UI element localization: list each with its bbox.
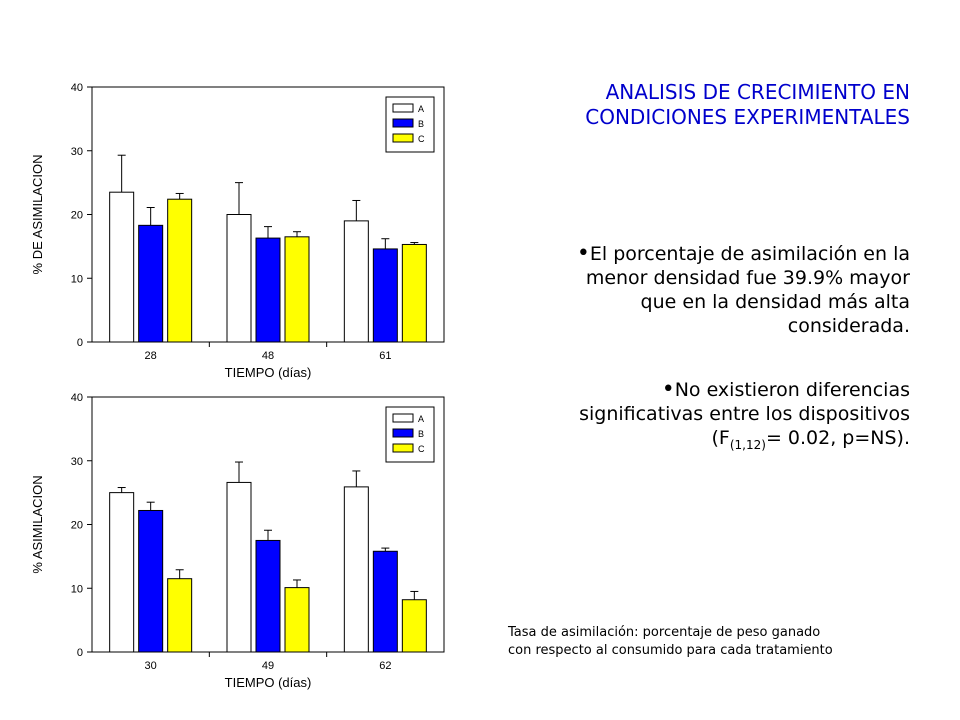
legend-swatch-B xyxy=(392,428,414,438)
bar-A-48 xyxy=(226,214,252,343)
bar-C-48 xyxy=(284,236,310,343)
legend-label-A: A xyxy=(418,414,424,424)
x-axis-title: TIEMPO (días) xyxy=(225,365,312,380)
legend-swatch-A xyxy=(392,103,414,113)
stat-degrees-of-freedom: (1,12) xyxy=(729,437,766,452)
bar-A-30 xyxy=(109,492,135,653)
bar-C-30 xyxy=(167,578,193,653)
bar-B-61 xyxy=(372,248,398,343)
bullet-1-line-2: menor densidad fue 39.9% mayor xyxy=(585,267,910,289)
bullet-dot-icon: • xyxy=(576,241,590,266)
x-tick-label: 30 xyxy=(145,660,157,672)
legend-label-A: A xyxy=(418,104,424,114)
bar-B-30 xyxy=(138,509,164,653)
chart-svg: 0 10 20 30 40 28 48 61 TIEMPO (días) % DE ASIMILA… xyxy=(30,82,445,380)
legend-swatch-C xyxy=(392,133,414,143)
bar-C-28 xyxy=(167,198,193,343)
y-tick-label: 30 xyxy=(71,146,83,158)
x-tick-label: 28 xyxy=(145,350,157,362)
stat-open: (F xyxy=(711,427,730,449)
stat-close: = 0.02, p=NS). xyxy=(765,427,910,449)
y-tick-label: 20 xyxy=(71,520,83,532)
x-tick-label: 62 xyxy=(379,660,391,672)
heading-line-1: ANALISIS DE CRECIMIENTO EN xyxy=(605,80,910,104)
y-axis-title: % DE ASIMILACION xyxy=(30,155,45,275)
bar-A-49 xyxy=(226,481,252,653)
bullet-2-line-1: No existieron diferencias xyxy=(674,379,910,401)
bar-B-48 xyxy=(255,237,281,343)
footnote-line-2: con respecto al consumido para cada trat… xyxy=(508,643,833,658)
bullet-2-line-2: significativas entre los dispositivos xyxy=(579,403,910,425)
legend-swatch-B xyxy=(392,118,414,128)
bar-A-62 xyxy=(343,486,369,653)
y-tick-label: 10 xyxy=(71,273,83,285)
legend-swatch-A xyxy=(392,413,414,423)
legend-label-C: C xyxy=(418,134,425,144)
bar-A-28 xyxy=(109,191,135,343)
bar-B-62 xyxy=(372,550,398,653)
x-tick-label: 49 xyxy=(262,660,274,672)
bar-C-62 xyxy=(401,599,427,653)
y-tick-label: 30 xyxy=(71,456,83,468)
y-axis-title: % ASIMILACION xyxy=(30,475,45,573)
y-tick-label: 0 xyxy=(77,337,83,349)
y-tick-label: 40 xyxy=(71,82,83,94)
bullet-1-line-3: que en la densidad más alta xyxy=(640,291,910,313)
bullet-dot-icon: • xyxy=(661,377,675,402)
y-tick-label: 10 xyxy=(71,583,83,595)
bullet-1-line-4: considerada. xyxy=(787,315,910,337)
slide-heading: ANALISIS DE CRECIMIENTO EN CONDICIONES E… xyxy=(470,80,910,130)
bar-B-49 xyxy=(255,539,281,653)
x-tick-label: 61 xyxy=(379,350,391,362)
bullet-1-line-1: El porcentaje de asimilación en la xyxy=(589,243,910,265)
footnote: Tasa de asimilación: porcentaje de peso … xyxy=(508,624,928,660)
bullet-device-finding: •No existieron diferencias significativa… xyxy=(470,378,910,457)
footnote-line-1: Tasa de asimilación: porcentaje de peso … xyxy=(508,625,821,640)
x-axis-title: TIEMPO (días) xyxy=(225,675,312,690)
legend-swatch-C xyxy=(392,443,414,453)
heading-line-2: CONDICIONES EXPERIMENTALES xyxy=(585,105,910,129)
bar-C-49 xyxy=(284,587,310,653)
bar-B-28 xyxy=(138,224,164,343)
bullet-2-line-3: (F(1,12)= 0.02, p=NS). xyxy=(470,426,911,457)
bar-C-61 xyxy=(401,243,427,343)
x-tick-label: 48 xyxy=(262,350,274,362)
chart-svg: 0 10 20 30 40 30 49 62 TIEMPO (días) % ASIMILACIO… xyxy=(30,392,445,690)
assimilation-chart-bottom: 0 10 20 30 40 30 49 62 TIEMPO (días) % ASIMILACIO… xyxy=(0,385,470,705)
y-tick-label: 20 xyxy=(71,210,83,222)
y-tick-label: 0 xyxy=(77,647,83,659)
y-tick-label: 40 xyxy=(71,392,83,404)
bullet-density-finding: •El porcentaje de asimilación en la meno… xyxy=(470,242,910,338)
legend-label-B: B xyxy=(418,119,424,129)
legend-label-B: B xyxy=(418,429,424,439)
bar-A-61 xyxy=(343,220,369,343)
legend-label-C: C xyxy=(418,444,425,454)
assimilation-chart-top: 0 10 20 30 40 28 48 61 TIEMPO (días) % DE ASIMILA… xyxy=(0,75,470,395)
